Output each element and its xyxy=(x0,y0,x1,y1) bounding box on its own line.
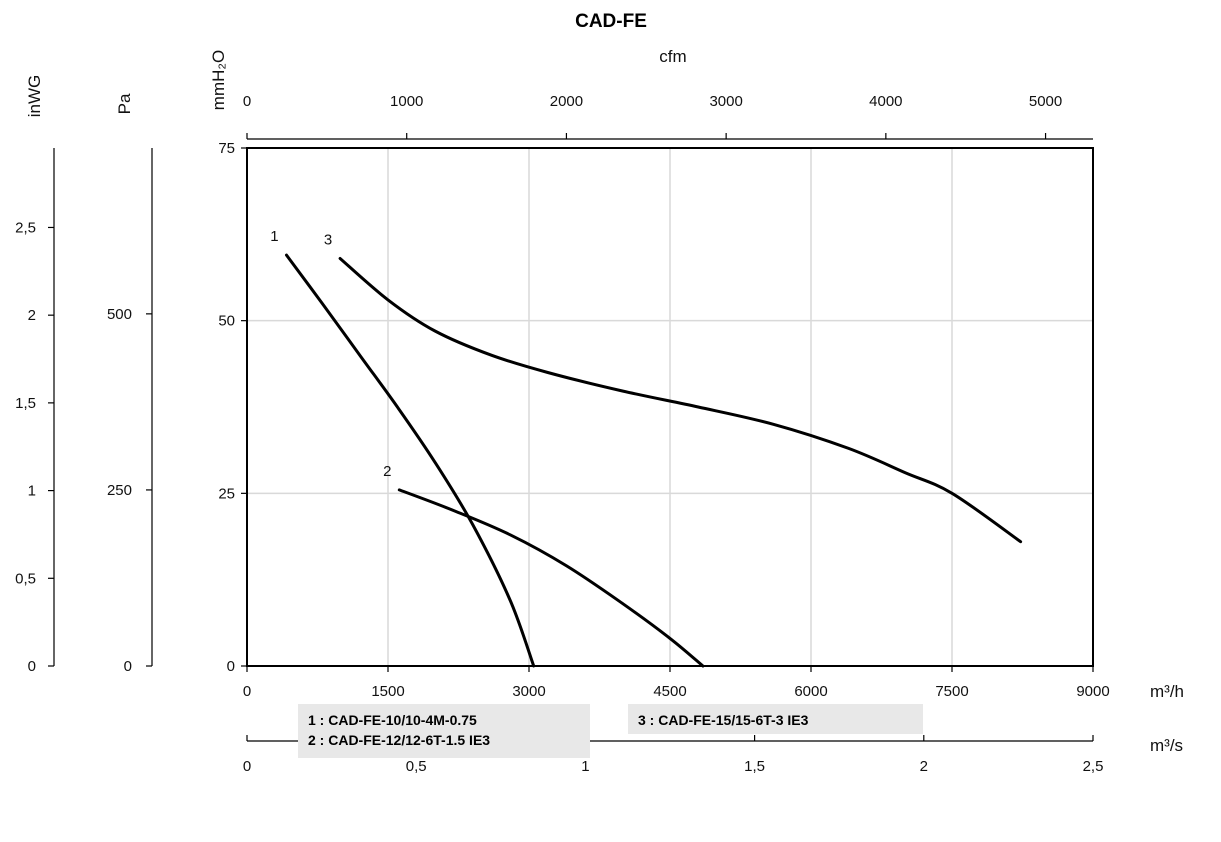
curve-series-1 xyxy=(285,253,536,668)
legend-entry-2: 2 : CAD-FE-12/12-6T-1.5 IE3 xyxy=(308,732,491,748)
x-secondary-tick-label-0: 0 xyxy=(243,758,251,775)
chart-title: CAD-FE xyxy=(575,11,647,32)
y-inwg-tick-label-5: 2,5 xyxy=(15,219,36,236)
legend-entry-1: 1 : CAD-FE-10/10-4M-0.75 xyxy=(308,712,477,728)
x-top-tick-label-1: 1000 xyxy=(390,93,423,110)
legend-box-left: 1 : CAD-FE-10/10-4M-0.75 2 : CAD-FE-12/1… xyxy=(298,704,590,758)
y-inwg-tick-label-4: 2 xyxy=(28,307,36,324)
y-pa-tick-label-2: 500 xyxy=(107,306,132,323)
x-top-tick-label-2: 2000 xyxy=(550,93,583,110)
x-tick-label-6: 9000 xyxy=(1076,683,1109,700)
y-axis-label-pa: Pa xyxy=(115,93,134,114)
curve-label-3: 3 xyxy=(324,232,332,249)
x-axis-label-m3s: m³/s xyxy=(1150,736,1183,755)
y-tick-label-0: 0 xyxy=(227,658,235,675)
axes: 0 1500 3000 4500 6000 7500 9000 m³/h0 0,5 1 1,5 2 2,… xyxy=(15,47,1184,775)
x-axis-label-m3h: m³/h xyxy=(1150,682,1184,701)
legend-entry-3: 3 : CAD-FE-15/15-6T-3 IE3 xyxy=(638,712,809,728)
curve-series-2 xyxy=(397,488,705,668)
y-tick-label-1: 25 xyxy=(218,485,235,502)
x-secondary-tick-label-1: 0,5 xyxy=(406,758,427,775)
y-inwg-tick-label-0: 0 xyxy=(28,658,36,675)
grid-lines xyxy=(247,148,1093,666)
y-axis-label-mmh2o: mmH₂O xyxy=(209,50,228,110)
curves: 1 2 3 xyxy=(270,228,1023,668)
x-top-tick-label-3: 3000 xyxy=(709,93,742,110)
x-secondary-tick-label-5: 2,5 xyxy=(1083,758,1104,775)
legend-box-right: 3 : CAD-FE-15/15-6T-3 IE3 xyxy=(628,704,923,734)
y-inwg-tick-label-2: 1 xyxy=(28,483,36,500)
y-tick-label-2: 50 xyxy=(218,313,235,330)
curve-label-1: 1 xyxy=(270,228,278,245)
y-axis-label-inwg: inWG xyxy=(25,75,44,118)
x-top-axis-label: cfm xyxy=(659,47,686,66)
x-top-tick-label-0: 0 xyxy=(243,93,251,110)
y-pa-tick-label-1: 250 xyxy=(107,482,132,499)
x-tick-label-3: 4500 xyxy=(653,683,686,700)
x-secondary-tick-label-3: 1,5 xyxy=(744,758,765,775)
x-tick-label-0: 0 xyxy=(243,683,251,700)
x-secondary-tick-label-2: 1 xyxy=(581,758,589,775)
y-inwg-tick-label-3: 1,5 xyxy=(15,395,36,412)
y-inwg-tick-label-1: 0,5 xyxy=(15,570,36,587)
curve-series-3 xyxy=(338,257,1023,544)
curve-label-2: 2 xyxy=(383,463,391,480)
x-tick-label-4: 6000 xyxy=(794,683,827,700)
x-top-tick-label-4: 4000 xyxy=(869,93,902,110)
x-secondary-tick-label-4: 2 xyxy=(920,758,928,775)
x-tick-label-5: 7500 xyxy=(935,683,968,700)
x-top-tick-label-5: 5000 xyxy=(1029,93,1062,110)
x-tick-label-1: 1500 xyxy=(371,683,404,700)
x-tick-label-2: 3000 xyxy=(512,683,545,700)
y-tick-label-3: 75 xyxy=(218,140,235,157)
y-pa-tick-label-0: 0 xyxy=(124,658,132,675)
